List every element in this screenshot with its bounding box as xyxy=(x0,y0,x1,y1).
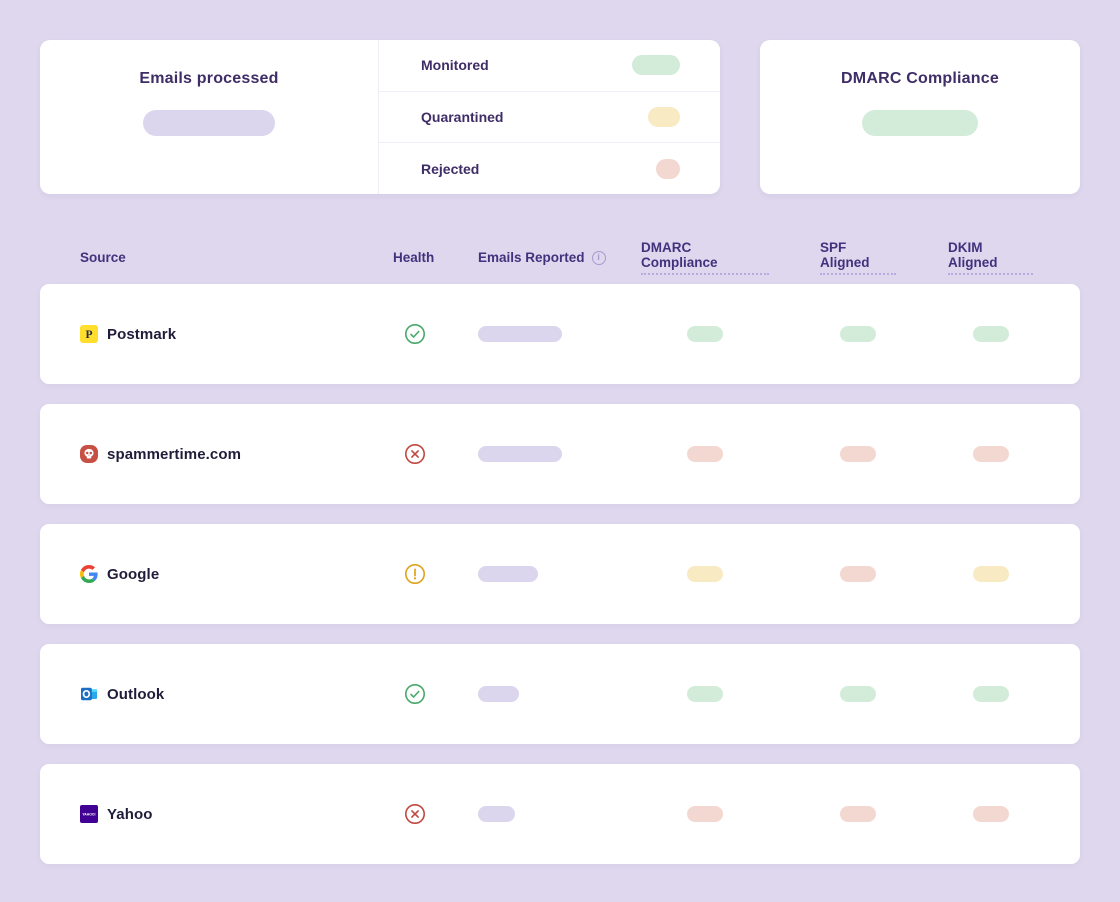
quarantined-value-placeholder xyxy=(648,107,680,127)
svg-text:P: P xyxy=(85,329,92,341)
sources-table-body: P Postmark xyxy=(40,284,1080,864)
source-name: Postmark xyxy=(107,325,177,343)
quarantined-label: Quarantined xyxy=(421,109,504,125)
emails-reported-placeholder xyxy=(478,686,519,702)
rejected-value-placeholder xyxy=(656,158,680,179)
table-row-spammertime[interactable]: spammertime.com xyxy=(40,404,1080,504)
dmarc-compliance-placeholder xyxy=(687,446,723,462)
legend-row-rejected: Rejected xyxy=(379,143,720,194)
health-ok-icon xyxy=(405,684,425,704)
dmarc-compliance-card: DMARC Compliance xyxy=(760,40,1080,194)
rejected-label: Rejected xyxy=(421,160,480,177)
source-name: Outlook xyxy=(107,685,165,703)
source-name: Yahoo xyxy=(107,805,153,823)
dkim-aligned-placeholder xyxy=(972,326,1009,342)
postmark-logo-icon: P xyxy=(80,325,98,343)
dmarc-compliance-title: DMARC Compliance xyxy=(841,70,999,87)
emails-processed-title: Emails processed xyxy=(139,70,279,87)
legend-row-monitored: Monitored xyxy=(379,40,720,92)
table-row-outlook[interactable]: Outlook xyxy=(40,644,1080,744)
disposition-legend: Monitored Quarantined Rejected xyxy=(379,40,720,194)
health-ok-icon xyxy=(405,324,425,344)
header-spf-aligned: SPF Aligned xyxy=(820,240,896,275)
dmarc-compliance-value-placeholder xyxy=(862,110,978,136)
source-name: spammertime.com xyxy=(107,445,242,463)
emails-reported-placeholder xyxy=(478,566,538,582)
monitored-value-placeholder xyxy=(632,55,680,76)
dkim-aligned-placeholder xyxy=(972,566,1009,582)
source-name: Google xyxy=(107,565,160,583)
emails-processed-card: Emails processed Monitored Quarantined R… xyxy=(40,40,720,194)
spf-aligned-placeholder xyxy=(840,806,876,822)
dmarc-dashboard: Emails processed Monitored Quarantined R… xyxy=(40,40,1080,864)
spf-aligned-placeholder xyxy=(840,566,876,582)
health-critical-icon xyxy=(405,804,425,824)
health-critical-icon xyxy=(405,444,425,464)
header-dmarc-compliance: DMARC Compliance xyxy=(641,240,769,275)
emails-processed-panel: Emails processed xyxy=(40,40,379,194)
header-source: Source xyxy=(80,250,126,265)
emails-reported-placeholder xyxy=(478,806,515,822)
outlook-logo-icon xyxy=(81,687,97,701)
monitored-label: Monitored xyxy=(421,57,489,74)
summary-section: Emails processed Monitored Quarantined R… xyxy=(40,40,1080,194)
info-icon[interactable]: i xyxy=(591,250,606,265)
header-emails-reported: Emails Reported i xyxy=(478,250,641,265)
emails-reported-placeholder xyxy=(478,326,562,342)
spammertime-logo-icon xyxy=(80,445,98,463)
sources-table-header: Source Health Emails Reported i DMARC Co… xyxy=(40,240,1080,275)
google-logo-icon xyxy=(80,565,98,583)
dkim-aligned-placeholder xyxy=(972,446,1009,462)
table-row-yahoo[interactable]: YAHOO! Yahoo xyxy=(40,764,1080,864)
yahoo-logo-icon: YAHOO! xyxy=(80,805,98,823)
table-row-postmark[interactable]: P Postmark xyxy=(40,284,1080,384)
header-dkim-aligned: DKIM Aligned xyxy=(948,240,1033,275)
dkim-aligned-placeholder xyxy=(972,806,1009,822)
header-health: Health xyxy=(393,250,435,265)
dmarc-compliance-placeholder xyxy=(687,686,723,702)
legend-row-quarantined: Quarantined xyxy=(379,92,720,144)
dmarc-compliance-placeholder xyxy=(687,326,723,342)
dmarc-compliance-placeholder xyxy=(687,566,723,582)
emails-processed-value-placeholder xyxy=(143,110,275,136)
spf-aligned-placeholder xyxy=(840,446,876,462)
spf-aligned-placeholder xyxy=(840,326,876,342)
svg-text:YAHOO!: YAHOO! xyxy=(82,813,95,817)
dkim-aligned-placeholder xyxy=(972,686,1009,702)
spf-aligned-placeholder xyxy=(840,686,876,702)
dmarc-compliance-placeholder xyxy=(687,806,723,822)
table-row-google[interactable]: Google xyxy=(40,524,1080,624)
health-warning-icon xyxy=(405,564,425,584)
emails-reported-placeholder xyxy=(478,446,562,462)
